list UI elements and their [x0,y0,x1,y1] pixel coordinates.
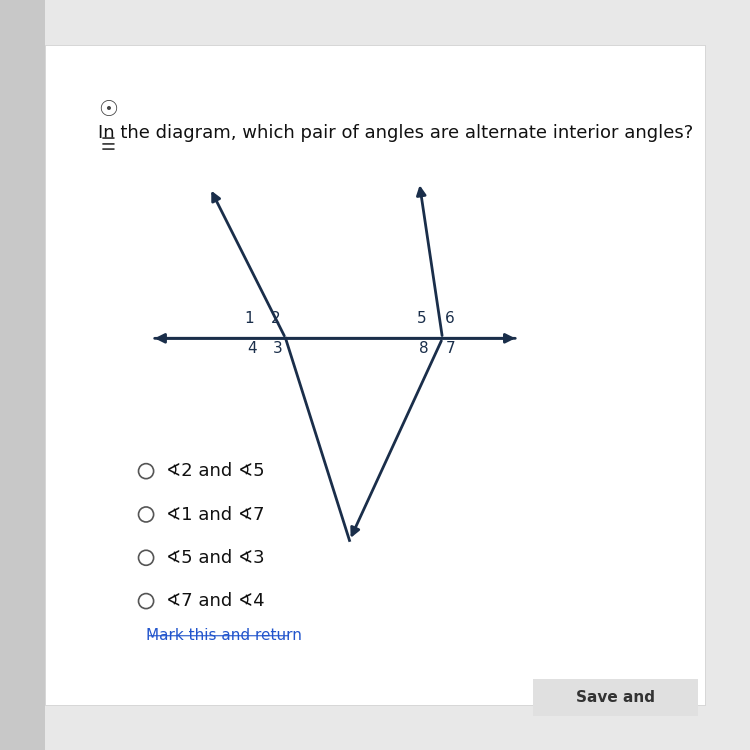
Text: 6: 6 [445,310,454,326]
Text: ∢2 and ∢5: ∢2 and ∢5 [166,462,265,480]
Text: Mark this and return: Mark this and return [146,628,302,644]
Text: In the diagram, which pair of angles are alternate interior angles?: In the diagram, which pair of angles are… [98,124,694,142]
Text: 8: 8 [419,341,429,356]
Text: 1: 1 [244,310,254,326]
Text: 2: 2 [271,310,280,326]
Text: ☰: ☰ [100,136,116,154]
Text: 5: 5 [417,310,427,326]
Text: ∢1 and ∢7: ∢1 and ∢7 [166,506,265,524]
Text: 4: 4 [247,341,256,356]
Text: 3: 3 [273,341,283,356]
Text: ∢7 and ∢4: ∢7 and ∢4 [166,592,265,610]
Text: 7: 7 [446,341,455,356]
Text: ∢5 and ∢3: ∢5 and ∢3 [166,549,265,567]
Text: ☉: ☉ [98,100,118,120]
Text: Save and: Save and [575,690,655,705]
